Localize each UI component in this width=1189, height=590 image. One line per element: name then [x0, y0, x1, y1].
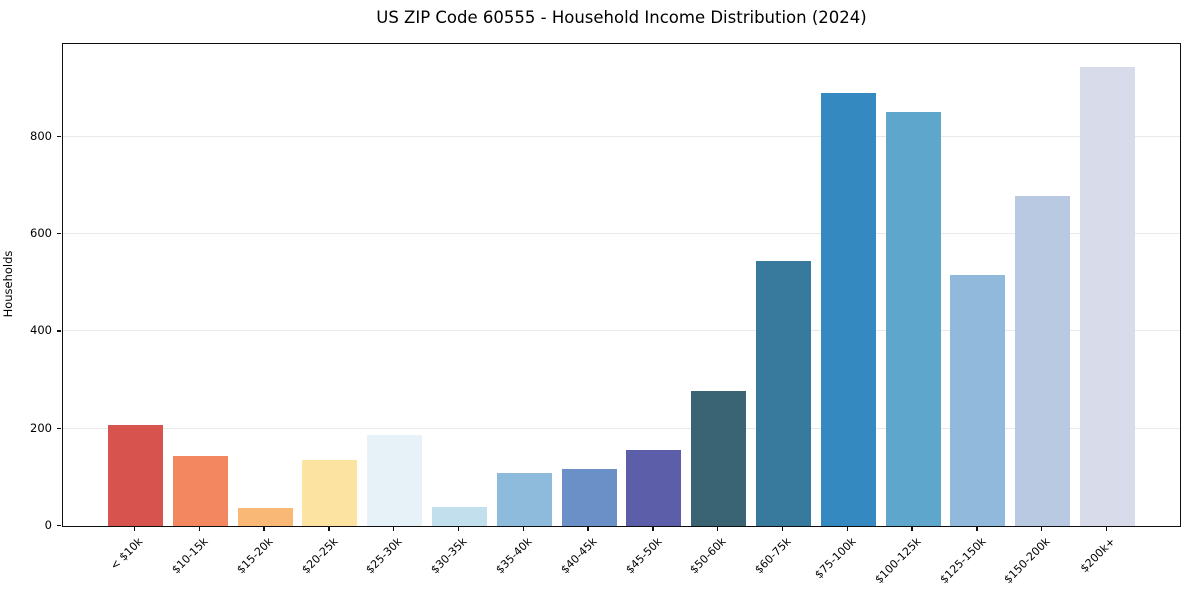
bar-$75-100k [820, 92, 876, 526]
y-tick-mark [57, 525, 61, 527]
x-tick-mark [781, 526, 784, 531]
bar-$200k+ [1080, 66, 1135, 526]
x-tick-mark [652, 526, 654, 531]
x-tick-mark [846, 526, 848, 531]
x-tick-label: $35-40k [493, 535, 535, 577]
bar-$40-45k [561, 468, 617, 526]
x-tick-mark [911, 526, 913, 531]
x-tick-label: $30-35k [428, 535, 470, 577]
x-tick-label: $75-100k [812, 535, 859, 582]
x-tick-label: $40-45k [558, 535, 600, 577]
x-tick-label: $100-125k [872, 535, 924, 587]
x-tick-mark [976, 526, 978, 531]
x-tick-label: $125-150k [936, 535, 989, 587]
y-tick-label: 0 [44, 518, 52, 532]
y-tick-label: 600 [30, 225, 52, 240]
bar-$45-50k [626, 449, 682, 526]
bar-$30-35k [432, 506, 487, 526]
y-tick-label: 400 [30, 323, 52, 338]
x-tick-mark [1105, 526, 1108, 531]
x-tick-mark [457, 526, 460, 531]
x-tick-label: $15-20k [234, 535, 276, 577]
bar-$125-150k [950, 274, 1006, 526]
chart-title: US ZIP Code 60555 - Household Income Dis… [376, 8, 867, 27]
y-axis-label: Households [1, 250, 15, 318]
x-tick-label: $45-50k [622, 535, 665, 577]
x-tick-mark [717, 526, 719, 531]
bar-$50-60k [691, 391, 747, 526]
y-tick-mark [57, 330, 61, 332]
x-tick-label: < $10k [108, 535, 146, 573]
x-tick-mark [263, 526, 265, 531]
x-tick-label: $25-30k [363, 535, 405, 577]
bars-layer [63, 44, 1180, 526]
x-tick-mark [198, 526, 200, 531]
y-tick-mark [57, 135, 61, 137]
gridline [63, 135, 1180, 137]
bar-$20-25k [302, 459, 358, 526]
x-tick-mark [393, 526, 395, 531]
bar-$25-30k [367, 434, 423, 526]
x-tick-mark [522, 526, 524, 531]
bar-$15-20k [237, 508, 293, 526]
gridline [63, 232, 1180, 234]
gridline [63, 427, 1180, 429]
x-tick-mark [1041, 526, 1043, 531]
x-tick-label: $150-200k [1001, 535, 1053, 587]
bar-$100-125k [885, 111, 941, 526]
y-tick-mark [57, 232, 61, 235]
bar-< $10k [108, 425, 163, 526]
x-tick-label: $20-25k [298, 535, 341, 577]
bar-$150-200k [1015, 195, 1071, 526]
bar-$60-75k [756, 261, 811, 526]
x-tick-label: $60-75k [752, 535, 794, 577]
y-tick-label: 200 [30, 420, 52, 435]
x-tick-mark [328, 526, 330, 531]
x-tick-label: $50-60k [687, 535, 729, 577]
gridline [63, 330, 1180, 332]
y-tick-label: 800 [30, 128, 52, 143]
bar-$10-15k [172, 456, 228, 526]
x-tick-label: $10-15k [169, 535, 211, 577]
x-tick-mark [587, 526, 589, 531]
x-tick-mark [133, 526, 136, 531]
y-tick-mark [57, 427, 61, 430]
bar-$35-40k [496, 473, 552, 526]
x-tick-label: $200k+ [1077, 535, 1118, 576]
plot-area [62, 43, 1181, 527]
